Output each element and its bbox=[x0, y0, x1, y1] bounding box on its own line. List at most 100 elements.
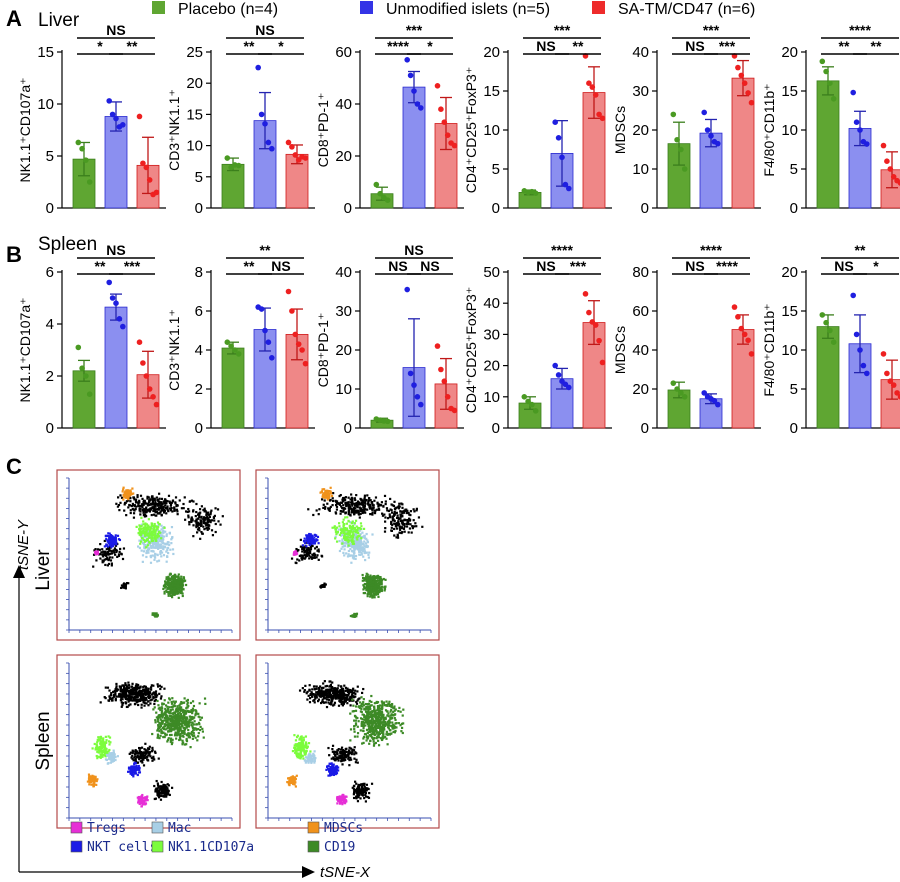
significance-label: * bbox=[278, 38, 284, 54]
tsne-cell-point bbox=[156, 782, 159, 785]
tsne-cell-point bbox=[183, 727, 187, 731]
tsne-cell-point bbox=[166, 506, 169, 510]
y-axis-label: F4/80⁺CD11b⁺ bbox=[761, 83, 777, 176]
tsne-cell-point bbox=[153, 507, 156, 510]
tsne-cell-point bbox=[354, 528, 358, 531]
tsne-cell-point bbox=[143, 696, 146, 700]
tsne-cell-point bbox=[135, 525, 138, 528]
tsne-cell-point bbox=[105, 739, 108, 742]
tsne-cell-point bbox=[301, 546, 304, 549]
tsne-cell-point bbox=[132, 767, 135, 770]
tsne-cell-point bbox=[159, 543, 163, 546]
tsne-cell-point bbox=[128, 691, 131, 694]
tsne-cell-point bbox=[149, 502, 152, 505]
tsne-cell-point bbox=[182, 587, 185, 591]
tsne-cell-point bbox=[361, 546, 364, 549]
tsne-cell-point bbox=[351, 520, 354, 523]
y-tick-label: 4 bbox=[195, 342, 203, 359]
tsne-cell-point bbox=[203, 528, 206, 531]
tsne-cell-point bbox=[351, 497, 354, 500]
y-tick-label: 80 bbox=[632, 264, 649, 281]
y-tick-label: 10 bbox=[186, 138, 203, 155]
tsne-cell-point bbox=[110, 546, 113, 549]
tsne-cell-point bbox=[113, 547, 117, 550]
tsne-cell-point bbox=[394, 512, 397, 515]
tsne-cell-point bbox=[296, 549, 299, 552]
tsne-cell-point bbox=[393, 513, 396, 516]
tsne-cell-point bbox=[127, 704, 131, 707]
tsne-cell-point bbox=[184, 720, 187, 723]
tsne-cell-point bbox=[324, 490, 327, 493]
tsne-cell-point bbox=[353, 512, 356, 515]
tsne-cell-point bbox=[138, 528, 141, 531]
tsne-cell-point bbox=[123, 493, 127, 496]
tsne-cell-point bbox=[156, 694, 159, 697]
tsne-cell-point bbox=[209, 511, 212, 514]
tsne-cell-point bbox=[124, 690, 127, 693]
tsne-cell-point bbox=[345, 522, 349, 525]
tsne-cell-point bbox=[338, 525, 341, 528]
tsne-cell-point bbox=[148, 536, 151, 539]
tsne-cell-point bbox=[398, 531, 401, 534]
tsne-cell-point bbox=[146, 509, 149, 512]
data-point bbox=[235, 162, 242, 169]
tsne-cell-point bbox=[170, 786, 174, 789]
tsne-cell-point bbox=[309, 536, 312, 539]
tsne-cell-point bbox=[390, 511, 394, 514]
tsne-cell-point bbox=[121, 704, 124, 707]
tsne-cell-point bbox=[134, 691, 138, 694]
tsne-cell-point bbox=[137, 683, 140, 687]
tsne-cell-point bbox=[380, 501, 383, 504]
tsne-cell-point bbox=[122, 494, 125, 498]
tsne-cell-point bbox=[123, 503, 126, 506]
y-tick-label: 4 bbox=[46, 316, 54, 333]
tsne-cell-point bbox=[369, 499, 372, 502]
tsne-cell-point bbox=[123, 509, 126, 512]
tsne-cell-point bbox=[164, 500, 167, 504]
tsne-cell-point bbox=[148, 503, 151, 507]
tsne-cell-point bbox=[370, 586, 373, 590]
tsne-cell-point bbox=[373, 499, 376, 502]
data-point bbox=[681, 394, 688, 400]
tsne-cell-point bbox=[162, 783, 165, 786]
tsne-cell-point bbox=[164, 504, 167, 507]
data-point bbox=[738, 325, 745, 332]
tsne-cell-point bbox=[361, 510, 365, 513]
tsne-cell-point bbox=[335, 533, 338, 536]
tsne-cell-point bbox=[145, 546, 148, 549]
tsne-cell-point bbox=[140, 693, 144, 696]
y-tick-label: 10 bbox=[781, 342, 798, 359]
tsne-cell-point bbox=[194, 736, 197, 739]
tsne-cell-point bbox=[144, 510, 148, 514]
tsne-cell-point bbox=[374, 509, 377, 513]
tsne-cell-point bbox=[372, 504, 375, 507]
tsne-cell-point bbox=[99, 747, 102, 750]
tsne-cell-point bbox=[151, 613, 154, 616]
tsne-cell-point bbox=[178, 499, 181, 502]
y-tick-label: 0 bbox=[344, 420, 352, 437]
tsne-cell-point bbox=[156, 524, 160, 527]
tsne-cell-point bbox=[158, 737, 161, 740]
tsne-cell-point bbox=[159, 552, 162, 556]
tsne-cell-point bbox=[335, 526, 339, 529]
y-tick-label: 50 bbox=[483, 264, 500, 281]
tsne-cell-point bbox=[313, 553, 317, 557]
tsne-cell-point bbox=[157, 714, 161, 717]
data-point bbox=[289, 308, 295, 314]
tsne-cell-point bbox=[137, 768, 140, 771]
tsne-cell-point bbox=[184, 723, 187, 726]
tsne-cell-point bbox=[315, 545, 318, 549]
tsne-cell-point bbox=[342, 527, 346, 530]
y-tick-label: 0 bbox=[641, 420, 649, 437]
data-point bbox=[289, 144, 295, 150]
tsne-cell-point bbox=[362, 549, 365, 553]
data-point bbox=[116, 316, 123, 322]
tsne-cell-point bbox=[158, 512, 161, 515]
tsne-cell-point bbox=[131, 685, 134, 688]
tsne-cell-point bbox=[313, 540, 316, 543]
tsne-cell-point bbox=[114, 691, 117, 695]
tsne-cell-point bbox=[116, 555, 119, 559]
tsne-cell-point bbox=[302, 540, 306, 543]
tsne-cell-point bbox=[412, 508, 415, 511]
